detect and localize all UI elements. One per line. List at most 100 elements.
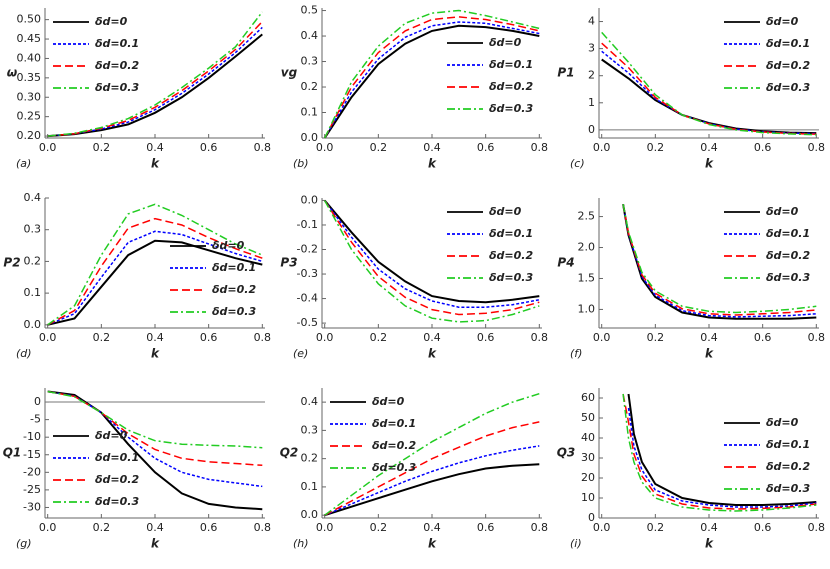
- data-line: [622, 204, 817, 320]
- y-tick-label: 0.2: [301, 80, 319, 93]
- x-tick-label: 0.2: [93, 141, 111, 154]
- y-axis-label: P4: [557, 256, 574, 270]
- y-tick-label: 2.0: [578, 241, 596, 254]
- legend-label: δd=0: [95, 429, 128, 442]
- y-tick-label: 0.20: [17, 129, 42, 142]
- data-line: [324, 463, 540, 517]
- legend-label: δd=0.1: [766, 37, 810, 50]
- legend-label: δd=0.2: [489, 249, 533, 262]
- legend-label: δd=0.2: [372, 439, 416, 452]
- y-tick-label: 0: [588, 511, 595, 524]
- x-axis-label: k: [428, 537, 437, 551]
- y-tick-label: -0.5: [297, 316, 318, 329]
- x-tick-label: 0.4: [700, 521, 718, 534]
- data-line: [323, 199, 540, 304]
- x-tick-label: 0.0: [39, 331, 57, 344]
- data-line: [324, 16, 540, 139]
- x-tick-label: 0.2: [647, 331, 665, 344]
- x-tick-label: 0.2: [370, 521, 388, 534]
- y-axis-label: ω: [7, 66, 18, 80]
- legend-label: δd=0.1: [95, 37, 139, 50]
- y-tick-label: 2: [588, 69, 595, 82]
- data-line: [47, 21, 263, 137]
- x-tick-label: 0.2: [647, 521, 665, 534]
- x-tick-label: 0.2: [370, 141, 388, 154]
- x-tick-label: 0.8: [254, 331, 272, 344]
- data-line: [324, 421, 540, 516]
- legend-label: δd=0.1: [489, 58, 533, 71]
- y-tick-label: 0.0: [301, 193, 319, 206]
- y-tick-label: 0.1: [301, 480, 319, 493]
- x-tick-label: 0.6: [754, 521, 772, 534]
- y-tick-label: 0.35: [17, 71, 42, 84]
- y-tick-label: -10: [23, 430, 41, 443]
- data-line: [627, 393, 817, 506]
- data-line: [601, 31, 817, 136]
- x-tick-label: 0.2: [370, 331, 388, 344]
- legend-label: δd=0.1: [489, 227, 533, 240]
- x-axis-label: k: [428, 347, 437, 361]
- data-line: [47, 390, 263, 511]
- data-line: [47, 11, 263, 137]
- x-tick-label: 0.8: [808, 141, 826, 154]
- x-tick-label: 0.6: [477, 331, 495, 344]
- data-line: [324, 21, 540, 139]
- x-tick-label: 0.0: [316, 521, 334, 534]
- y-tick-label: 10: [581, 491, 595, 504]
- y-tick-label: 0.2: [24, 254, 42, 267]
- y-tick-label: 2.5: [578, 210, 596, 223]
- y-tick-label: 0.5: [301, 4, 319, 17]
- x-tick-label: 0.6: [477, 141, 495, 154]
- y-tick-label: 60: [581, 391, 595, 404]
- y-axis-label: Q1: [3, 446, 22, 460]
- y-tick-label: 0.1: [24, 286, 42, 299]
- x-axis-label: k: [151, 157, 160, 171]
- x-tick-label: 0.6: [754, 141, 772, 154]
- x-tick-label: 0.8: [531, 141, 549, 154]
- legend-label: δd=0: [766, 205, 799, 218]
- data-line: [47, 230, 263, 326]
- x-tick-label: 0.0: [316, 331, 334, 344]
- legend-label: δd=0.2: [766, 249, 810, 262]
- data-line: [47, 239, 263, 326]
- panel-label: (e): [293, 347, 308, 360]
- panel-label: (i): [570, 537, 582, 550]
- data-line: [47, 217, 263, 326]
- x-tick-label: 0.4: [700, 141, 718, 154]
- y-tick-label: 0.3: [301, 423, 319, 436]
- legend-label: δd=0.2: [766, 59, 810, 72]
- legend-label: δd=0.3: [489, 271, 533, 284]
- x-tick-label: 0.0: [593, 331, 611, 344]
- x-axis-label: k: [705, 347, 714, 361]
- y-tick-label: 3: [588, 42, 595, 55]
- y-tick-label: 0.1: [301, 106, 319, 119]
- x-tick-label: 0.2: [647, 141, 665, 154]
- panel-label: (b): [293, 157, 309, 170]
- y-tick-label: 0: [588, 123, 595, 136]
- legend-label: δd=0.3: [95, 81, 139, 94]
- y-tick-label: 0.0: [301, 508, 319, 521]
- legend-label: δd=0.2: [489, 80, 533, 93]
- y-tick-label: -30: [23, 500, 41, 513]
- y-axis-label: Q2: [280, 446, 299, 460]
- y-tick-label: -0.1: [297, 218, 318, 231]
- legend-label: δd=0.3: [766, 271, 810, 284]
- panel-label: (f): [570, 347, 582, 360]
- x-tick-label: 0.6: [200, 141, 218, 154]
- x-tick-label: 0.6: [477, 521, 495, 534]
- x-tick-label: 0.4: [423, 331, 441, 344]
- y-tick-label: -0.3: [297, 267, 318, 280]
- x-tick-label: 0.6: [200, 331, 218, 344]
- x-tick-label: 0.0: [39, 521, 57, 534]
- data-line: [622, 204, 817, 314]
- x-tick-label: 0.6: [754, 331, 772, 344]
- panel-label: (d): [16, 347, 32, 360]
- y-tick-label: -20: [23, 465, 41, 478]
- x-axis-label: k: [151, 537, 160, 551]
- y-tick-label: 0.45: [17, 32, 42, 45]
- x-axis-label: k: [151, 347, 160, 361]
- legend-label: δd=0.2: [95, 473, 139, 486]
- y-tick-label: -5: [30, 413, 41, 426]
- legend-label: δd=0: [212, 239, 245, 252]
- x-tick-label: 0.8: [808, 331, 826, 344]
